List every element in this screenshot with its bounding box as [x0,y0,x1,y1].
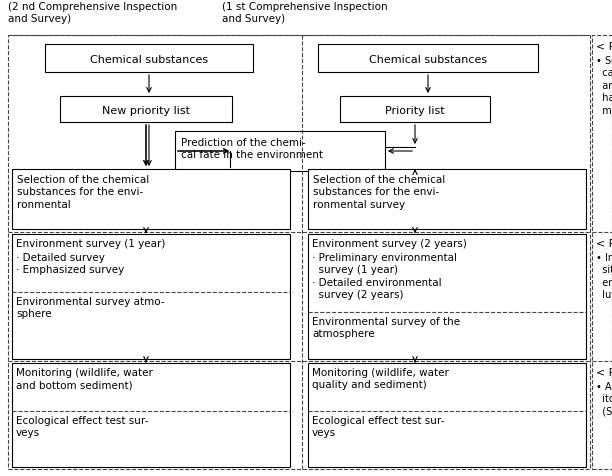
Text: Monitoring (wildlife, water
and bottom sediment): Monitoring (wildlife, water and bottom s… [16,367,153,389]
Text: Ecological effect test sur-
veys: Ecological effect test sur- veys [16,415,148,437]
Bar [340,97,490,123]
Bar [308,363,586,467]
Text: Priority list: Priority list [385,106,445,116]
Text: Selection of the chemical
substances for the envi-
ronmental survey: Selection of the chemical substances for… [313,175,446,209]
Text: (1 st Comprehensive Inspection
and Survey): (1 st Comprehensive Inspection and Surve… [222,2,387,24]
Text: Environment survey (1 year): Environment survey (1 year) [16,238,165,248]
Text: · Detailed survey
· Emphasized survey: · Detailed survey · Emphasized survey [16,252,124,275]
Text: Monitoring (wildlife, water
quality and sediment): Monitoring (wildlife, water quality and … [312,367,449,389]
Text: (2 nd Comprehensive Inspection
and Survey): (2 nd Comprehensive Inspection and Surve… [8,2,177,24]
Text: Chemical substances: Chemical substances [90,55,208,65]
Bar [60,97,232,123]
Text: Prediction of the chemi-
cal fate in the environment: Prediction of the chemi- cal fate in the… [181,138,323,160]
Text: • Selection of the chemi-
  cal substances which
  are presumed to
  have high e: • Selection of the chemi- cal substances… [596,56,612,115]
Text: Selection of the chemical
substances for the envi-
ronmental: Selection of the chemical substances for… [17,175,149,209]
Text: Environmental survey atmo-
sphere: Environmental survey atmo- sphere [16,297,165,319]
Text: Ecological effect test sur-
veys: Ecological effect test sur- veys [312,415,444,437]
Text: < Phase 1 >: < Phase 1 > [596,42,612,52]
Text: Environment survey (2 years): Environment survey (2 years) [312,238,467,248]
Text: · Preliminary environmental
  survey (1 year)
· Detailed environmental
  survey : · Preliminary environmental survey (1 ye… [312,252,457,299]
Text: < Phase 2 >: < Phase 2 > [596,238,612,248]
Bar [45,45,253,73]
Bar [308,235,586,359]
Text: • Investigation of the
  situation of the
  environmental pol-
  lution: • Investigation of the situation of the … [596,252,612,299]
Bar [175,132,385,172]
Text: Environmental survey of the
atmosphere: Environmental survey of the atmosphere [312,317,460,339]
Text: • Assessment and mon-
  itoring of the effects
  (Supervision): • Assessment and mon- itoring of the eff… [596,381,612,416]
Text: < Phase 3 >: < Phase 3 > [596,367,612,377]
Bar [592,36,612,469]
Bar [308,169,586,229]
Bar [12,363,290,467]
Bar [318,45,538,73]
Bar [12,235,290,359]
Bar [12,169,290,229]
Text: New priority list: New priority list [102,106,190,116]
Text: Chemical substances: Chemical substances [369,55,487,65]
